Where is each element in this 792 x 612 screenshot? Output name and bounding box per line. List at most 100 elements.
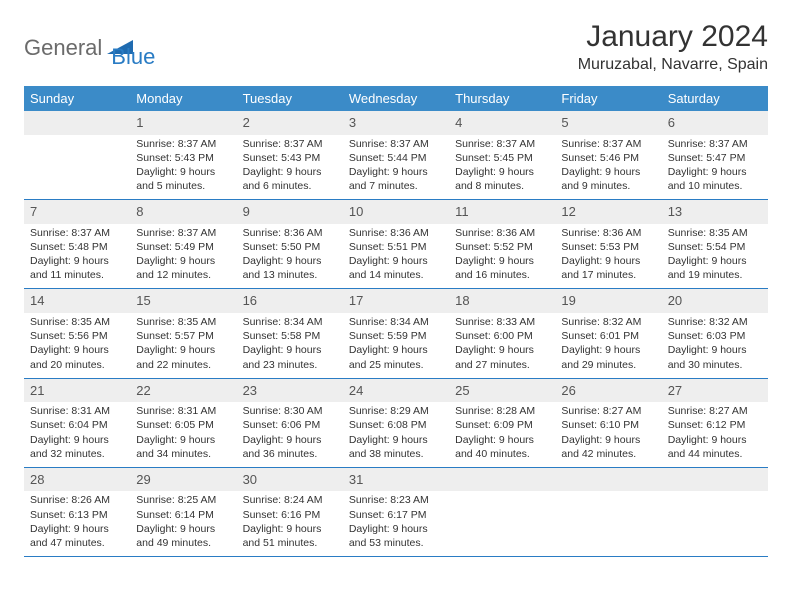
sunset-text: Sunset: 6:14 PM bbox=[136, 508, 230, 522]
day-number: 1 bbox=[130, 111, 236, 135]
sunset-text: Sunset: 6:08 PM bbox=[349, 418, 443, 432]
day-content: Sunrise: 8:25 AMSunset: 6:14 PMDaylight:… bbox=[130, 491, 236, 556]
day-content: Sunrise: 8:31 AMSunset: 6:04 PMDaylight:… bbox=[24, 402, 130, 467]
daylight2-text: and 36 minutes. bbox=[243, 447, 337, 461]
day-content: Sunrise: 8:37 AMSunset: 5:45 PMDaylight:… bbox=[449, 135, 555, 200]
day-cell: 8 Sunrise: 8:37 AMSunset: 5:49 PMDaylight… bbox=[130, 200, 236, 288]
day-number bbox=[449, 468, 555, 492]
day-cell: 30Sunrise: 8:24 AMSunset: 6:16 PMDayligh… bbox=[237, 468, 343, 556]
daylight2-text: and 30 minutes. bbox=[668, 358, 762, 372]
daylight2-text: and 34 minutes. bbox=[136, 447, 230, 461]
sunset-text: Sunset: 5:52 PM bbox=[455, 240, 549, 254]
daylight2-text: and 19 minutes. bbox=[668, 268, 762, 282]
day-content: Sunrise: 8:37 AMSunset: 5:44 PMDaylight:… bbox=[343, 135, 449, 200]
sunrise-text: Sunrise: 8:29 AM bbox=[349, 404, 443, 418]
sunrise-text: Sunrise: 8:37 AM bbox=[136, 137, 230, 151]
day-cell: 7Sunrise: 8:37 AMSunset: 5:48 PMDaylight… bbox=[24, 200, 130, 288]
sunrise-text: Sunrise: 8:37 AM bbox=[136, 226, 230, 240]
sunrise-text: Sunrise: 8:37 AM bbox=[561, 137, 655, 151]
weekday-saturday: Saturday bbox=[662, 86, 768, 111]
day-cell: 28Sunrise: 8:26 AMSunset: 6:13 PMDayligh… bbox=[24, 468, 130, 556]
daylight1-text: Daylight: 9 hours bbox=[455, 165, 549, 179]
day-number: 8 bbox=[130, 200, 236, 224]
day-content: Sunrise: 8:24 AMSunset: 6:16 PMDaylight:… bbox=[237, 491, 343, 556]
sunrise-text: Sunrise: 8:32 AM bbox=[668, 315, 762, 329]
daylight1-text: Daylight: 9 hours bbox=[30, 433, 124, 447]
daylight2-text: and 38 minutes. bbox=[349, 447, 443, 461]
calendar: Sunday Monday Tuesday Wednesday Thursday… bbox=[24, 86, 768, 557]
sunrise-text: Sunrise: 8:28 AM bbox=[455, 404, 549, 418]
weekday-friday: Friday bbox=[555, 86, 661, 111]
daylight1-text: Daylight: 9 hours bbox=[561, 254, 655, 268]
day-cell: 17Sunrise: 8:34 AMSunset: 5:59 PMDayligh… bbox=[343, 289, 449, 377]
daylight2-text: and 16 minutes. bbox=[455, 268, 549, 282]
location: Muruzabal, Navarre, Spain bbox=[578, 56, 768, 74]
day-cell: 5Sunrise: 8:37 AMSunset: 5:46 PMDaylight… bbox=[555, 111, 661, 199]
daylight1-text: Daylight: 9 hours bbox=[561, 433, 655, 447]
day-content: Sunrise: 8:26 AMSunset: 6:13 PMDaylight:… bbox=[24, 491, 130, 556]
day-number: 23 bbox=[237, 379, 343, 403]
week-row: 7Sunrise: 8:37 AMSunset: 5:48 PMDaylight… bbox=[24, 200, 768, 289]
day-content: Sunrise: 8:36 AMSunset: 5:52 PMDaylight:… bbox=[449, 224, 555, 289]
day-cell: 22Sunrise: 8:31 AMSunset: 6:05 PMDayligh… bbox=[130, 379, 236, 467]
day-content: Sunrise: 8:32 AMSunset: 6:03 PMDaylight:… bbox=[662, 313, 768, 378]
day-content: Sunrise: 8:30 AMSunset: 6:06 PMDaylight:… bbox=[237, 402, 343, 467]
sunset-text: Sunset: 6:13 PM bbox=[30, 508, 124, 522]
weekday-wednesday: Wednesday bbox=[343, 86, 449, 111]
day-content: Sunrise: 8:27 AMSunset: 6:12 PMDaylight:… bbox=[662, 402, 768, 467]
day-number: 21 bbox=[24, 379, 130, 403]
day-number: 14 bbox=[24, 289, 130, 313]
sunset-text: Sunset: 5:47 PM bbox=[668, 151, 762, 165]
sunrise-text: Sunrise: 8:36 AM bbox=[349, 226, 443, 240]
day-number: 29 bbox=[130, 468, 236, 492]
sunset-text: Sunset: 5:43 PM bbox=[243, 151, 337, 165]
daylight2-text: and 53 minutes. bbox=[349, 536, 443, 550]
day-number: 19 bbox=[555, 289, 661, 313]
daylight1-text: Daylight: 9 hours bbox=[455, 343, 549, 357]
day-content: Sunrise: 8:36 AMSunset: 5:51 PMDaylight:… bbox=[343, 224, 449, 289]
sunset-text: Sunset: 5:56 PM bbox=[30, 329, 124, 343]
day-number: 17 bbox=[343, 289, 449, 313]
day-number: 13 bbox=[662, 200, 768, 224]
sunrise-text: Sunrise: 8:37 AM bbox=[243, 137, 337, 151]
sunset-text: Sunset: 6:12 PM bbox=[668, 418, 762, 432]
daylight1-text: Daylight: 9 hours bbox=[243, 433, 337, 447]
daylight1-text: Daylight: 9 hours bbox=[136, 254, 230, 268]
day-content: Sunrise: 8:28 AMSunset: 6:09 PMDaylight:… bbox=[449, 402, 555, 467]
day-number: 20 bbox=[662, 289, 768, 313]
sunset-text: Sunset: 6:17 PM bbox=[349, 508, 443, 522]
sunset-text: Sunset: 5:49 PM bbox=[136, 240, 230, 254]
day-content: Sunrise: 8:37 AMSunset: 5:48 PMDaylight:… bbox=[24, 224, 130, 289]
daylight2-text: and 27 minutes. bbox=[455, 358, 549, 372]
day-content: Sunrise: 8:37 AMSunset: 5:43 PMDaylight:… bbox=[130, 135, 236, 200]
sunset-text: Sunset: 5:46 PM bbox=[561, 151, 655, 165]
sunrise-text: Sunrise: 8:36 AM bbox=[455, 226, 549, 240]
sunset-text: Sunset: 5:50 PM bbox=[243, 240, 337, 254]
daylight1-text: Daylight: 9 hours bbox=[349, 433, 443, 447]
day-number bbox=[555, 468, 661, 492]
sunset-text: Sunset: 5:43 PM bbox=[136, 151, 230, 165]
day-cell: 18Sunrise: 8:33 AMSunset: 6:00 PMDayligh… bbox=[449, 289, 555, 377]
day-cell: 25Sunrise: 8:28 AMSunset: 6:09 PMDayligh… bbox=[449, 379, 555, 467]
daylight2-text: and 49 minutes. bbox=[136, 536, 230, 550]
sunset-text: Sunset: 5:54 PM bbox=[668, 240, 762, 254]
day-content: Sunrise: 8:36 AMSunset: 5:53 PMDaylight:… bbox=[555, 224, 661, 289]
day-number: 16 bbox=[237, 289, 343, 313]
daylight2-text: and 40 minutes. bbox=[455, 447, 549, 461]
sunset-text: Sunset: 6:00 PM bbox=[455, 329, 549, 343]
week-row: 21Sunrise: 8:31 AMSunset: 6:04 PMDayligh… bbox=[24, 379, 768, 468]
day-content: Sunrise: 8:31 AMSunset: 6:05 PMDaylight:… bbox=[130, 402, 236, 467]
day-content: Sunrise: 8:37 AMSunset: 5:46 PMDaylight:… bbox=[555, 135, 661, 200]
day-content: Sunrise: 8:35 AMSunset: 5:56 PMDaylight:… bbox=[24, 313, 130, 378]
daylight1-text: Daylight: 9 hours bbox=[30, 343, 124, 357]
day-number: 12 bbox=[555, 200, 661, 224]
sunset-text: Sunset: 5:53 PM bbox=[561, 240, 655, 254]
week-row: 28Sunrise: 8:26 AMSunset: 6:13 PMDayligh… bbox=[24, 468, 768, 557]
sunset-text: Sunset: 6:16 PM bbox=[243, 508, 337, 522]
sunset-text: Sunset: 6:05 PM bbox=[136, 418, 230, 432]
day-cell: 24Sunrise: 8:29 AMSunset: 6:08 PMDayligh… bbox=[343, 379, 449, 467]
day-cell: 13Sunrise: 8:35 AMSunset: 5:54 PMDayligh… bbox=[662, 200, 768, 288]
day-number bbox=[24, 111, 130, 135]
day-number: 11 bbox=[449, 200, 555, 224]
sunset-text: Sunset: 6:10 PM bbox=[561, 418, 655, 432]
